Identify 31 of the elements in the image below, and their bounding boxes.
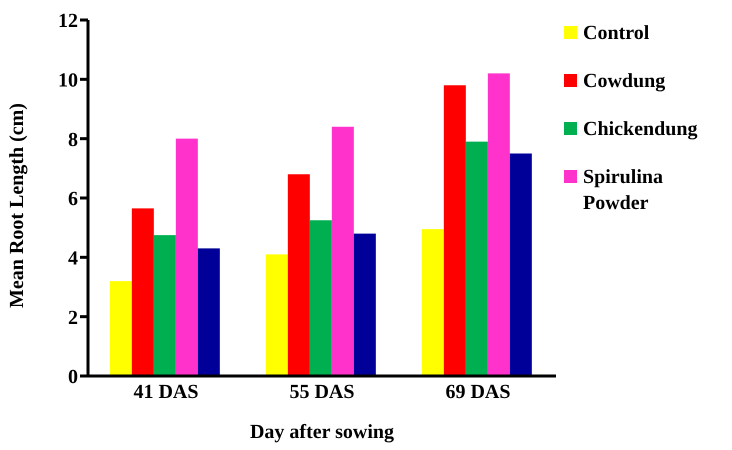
x-tick-label: 69 DAS — [445, 381, 511, 404]
bar — [198, 248, 220, 376]
bar — [444, 85, 466, 376]
bar — [132, 208, 154, 376]
y-tick-label: 12 — [58, 10, 78, 32]
bar — [288, 174, 310, 376]
y-tick-label: 8 — [68, 128, 78, 151]
bar — [510, 154, 532, 376]
legend-label: Control — [583, 21, 650, 46]
bar — [332, 126, 354, 376]
y-axis-title: Mean Root Length (cm) — [6, 103, 28, 308]
y-tick-label: 0 — [68, 366, 78, 388]
bar — [176, 138, 198, 376]
y-tick-label: 2 — [68, 306, 78, 329]
y-tick-label: 6 — [68, 188, 78, 210]
bar — [310, 220, 332, 376]
x-tick-label: 41 DAS — [133, 381, 199, 404]
x-axis-title: Day after sowing — [250, 421, 394, 443]
bar — [422, 229, 444, 376]
x-tick-label: 55 DAS — [289, 381, 355, 404]
y-tick-label: 10 — [58, 69, 78, 92]
legend-label: Chickendung — [583, 117, 698, 142]
bar — [154, 235, 176, 376]
bar — [110, 281, 132, 376]
bar — [466, 142, 488, 376]
y-tick-label: 4 — [68, 247, 78, 270]
legend-label: Spirulina Powder — [583, 165, 664, 216]
bar — [266, 254, 288, 376]
bar — [488, 73, 510, 376]
bar — [354, 234, 376, 376]
legend-label: Cowdung — [583, 69, 666, 94]
